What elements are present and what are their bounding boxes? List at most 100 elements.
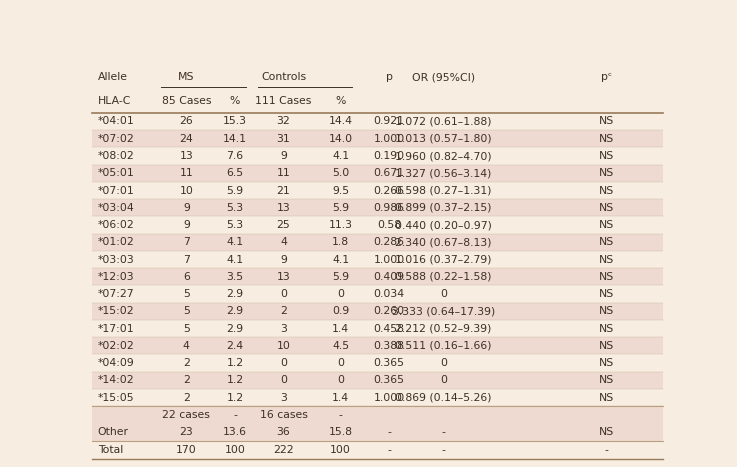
Text: 0.190: 0.190 — [374, 151, 405, 161]
Text: 9.5: 9.5 — [332, 185, 349, 196]
Text: 1.016 (0.37–2.79): 1.016 (0.37–2.79) — [395, 255, 492, 265]
Text: 13: 13 — [276, 203, 290, 213]
Text: 23: 23 — [180, 427, 193, 437]
Text: 14.4: 14.4 — [329, 116, 352, 127]
Text: 3: 3 — [280, 324, 287, 333]
Text: 2.340 (0.67–8.13): 2.340 (0.67–8.13) — [395, 237, 492, 248]
Text: 1.960 (0.82–4.70): 1.960 (0.82–4.70) — [395, 151, 492, 161]
Bar — [92, 424, 663, 441]
Bar — [92, 441, 663, 460]
Text: 1.4: 1.4 — [332, 393, 349, 403]
Text: 16 cases: 16 cases — [259, 410, 307, 420]
Text: 0: 0 — [337, 358, 344, 368]
Text: 0.034: 0.034 — [374, 289, 405, 299]
Text: 1.000: 1.000 — [374, 393, 405, 403]
Text: 100: 100 — [330, 445, 351, 455]
Text: 2: 2 — [280, 306, 287, 316]
Text: %: % — [230, 96, 240, 106]
Text: 1.2: 1.2 — [226, 393, 243, 403]
Text: *04:09: *04:09 — [98, 358, 135, 368]
Bar — [92, 354, 663, 372]
Text: 36: 36 — [276, 427, 290, 437]
Text: OR (95%CI): OR (95%CI) — [412, 72, 475, 82]
Text: HLA-C: HLA-C — [98, 96, 131, 106]
Text: NS: NS — [598, 393, 614, 403]
Text: NS: NS — [598, 203, 614, 213]
Text: 2: 2 — [183, 375, 190, 385]
Text: 10: 10 — [276, 341, 290, 351]
Text: 14.1: 14.1 — [223, 134, 247, 144]
Text: pᶜ: pᶜ — [601, 72, 612, 82]
Text: 14.0: 14.0 — [329, 134, 352, 144]
Text: 0.869 (0.14–5.26): 0.869 (0.14–5.26) — [395, 393, 492, 403]
Text: NS: NS — [598, 134, 614, 144]
Text: *06:02: *06:02 — [98, 220, 135, 230]
Text: NS: NS — [598, 220, 614, 230]
Text: 0: 0 — [280, 358, 287, 368]
Text: 4: 4 — [183, 341, 190, 351]
Text: 15.8: 15.8 — [329, 427, 352, 437]
Bar — [92, 285, 663, 303]
Text: 0.9: 0.9 — [332, 306, 349, 316]
Text: 26: 26 — [180, 116, 193, 127]
Text: 4.1: 4.1 — [226, 255, 243, 265]
Text: 0.409: 0.409 — [374, 272, 405, 282]
Text: 170: 170 — [176, 445, 197, 455]
Text: -: - — [604, 445, 608, 455]
Bar — [92, 216, 663, 234]
Text: Other: Other — [98, 427, 129, 437]
Bar — [92, 65, 663, 90]
Text: NS: NS — [598, 272, 614, 282]
Text: *02:02: *02:02 — [98, 341, 135, 351]
Bar — [92, 320, 663, 337]
Text: 5: 5 — [183, 324, 190, 333]
Text: 22 cases: 22 cases — [162, 410, 210, 420]
Text: *07:01: *07:01 — [98, 185, 135, 196]
Text: 0: 0 — [337, 375, 344, 385]
Text: NS: NS — [598, 341, 614, 351]
Text: 9: 9 — [183, 220, 190, 230]
Text: 0.286: 0.286 — [374, 237, 405, 248]
Text: 4.1: 4.1 — [332, 255, 349, 265]
Text: %: % — [335, 96, 346, 106]
Text: 100: 100 — [225, 445, 245, 455]
Text: Allele: Allele — [98, 72, 128, 82]
Text: NS: NS — [598, 358, 614, 368]
Text: 24: 24 — [180, 134, 193, 144]
Text: *07:27: *07:27 — [98, 289, 134, 299]
Text: 2.9: 2.9 — [226, 306, 243, 316]
Text: *03:04: *03:04 — [98, 203, 135, 213]
Text: 1.013 (0.57–1.80): 1.013 (0.57–1.80) — [395, 134, 492, 144]
Text: NS: NS — [598, 375, 614, 385]
Text: 1.000: 1.000 — [374, 255, 405, 265]
Bar — [92, 406, 663, 424]
Text: 6.5: 6.5 — [226, 168, 243, 178]
Text: 1.2: 1.2 — [226, 358, 243, 368]
Text: -: - — [387, 427, 391, 437]
Text: 2.9: 2.9 — [226, 324, 243, 333]
Text: 6: 6 — [183, 272, 190, 282]
Text: Total: Total — [98, 445, 123, 455]
Bar — [92, 165, 663, 182]
Text: 9: 9 — [183, 203, 190, 213]
Text: NS: NS — [598, 237, 614, 248]
Text: -: - — [338, 410, 343, 420]
Text: 222: 222 — [273, 445, 294, 455]
Text: NS: NS — [598, 324, 614, 333]
Text: 85 Cases: 85 Cases — [161, 96, 211, 106]
Bar — [92, 90, 663, 113]
Bar — [92, 337, 663, 354]
Text: NS: NS — [598, 185, 614, 196]
Text: -: - — [441, 427, 445, 437]
Text: 2.9: 2.9 — [226, 289, 243, 299]
Text: 10: 10 — [179, 185, 193, 196]
Text: 0: 0 — [280, 289, 287, 299]
Text: 5: 5 — [183, 306, 190, 316]
Text: 13: 13 — [276, 272, 290, 282]
Text: NS: NS — [598, 151, 614, 161]
Text: 7.6: 7.6 — [226, 151, 243, 161]
Text: MS: MS — [178, 72, 195, 82]
Text: 9: 9 — [280, 255, 287, 265]
Text: 0.260: 0.260 — [374, 306, 405, 316]
Text: 3.333 (0.64–17.39): 3.333 (0.64–17.39) — [392, 306, 495, 316]
